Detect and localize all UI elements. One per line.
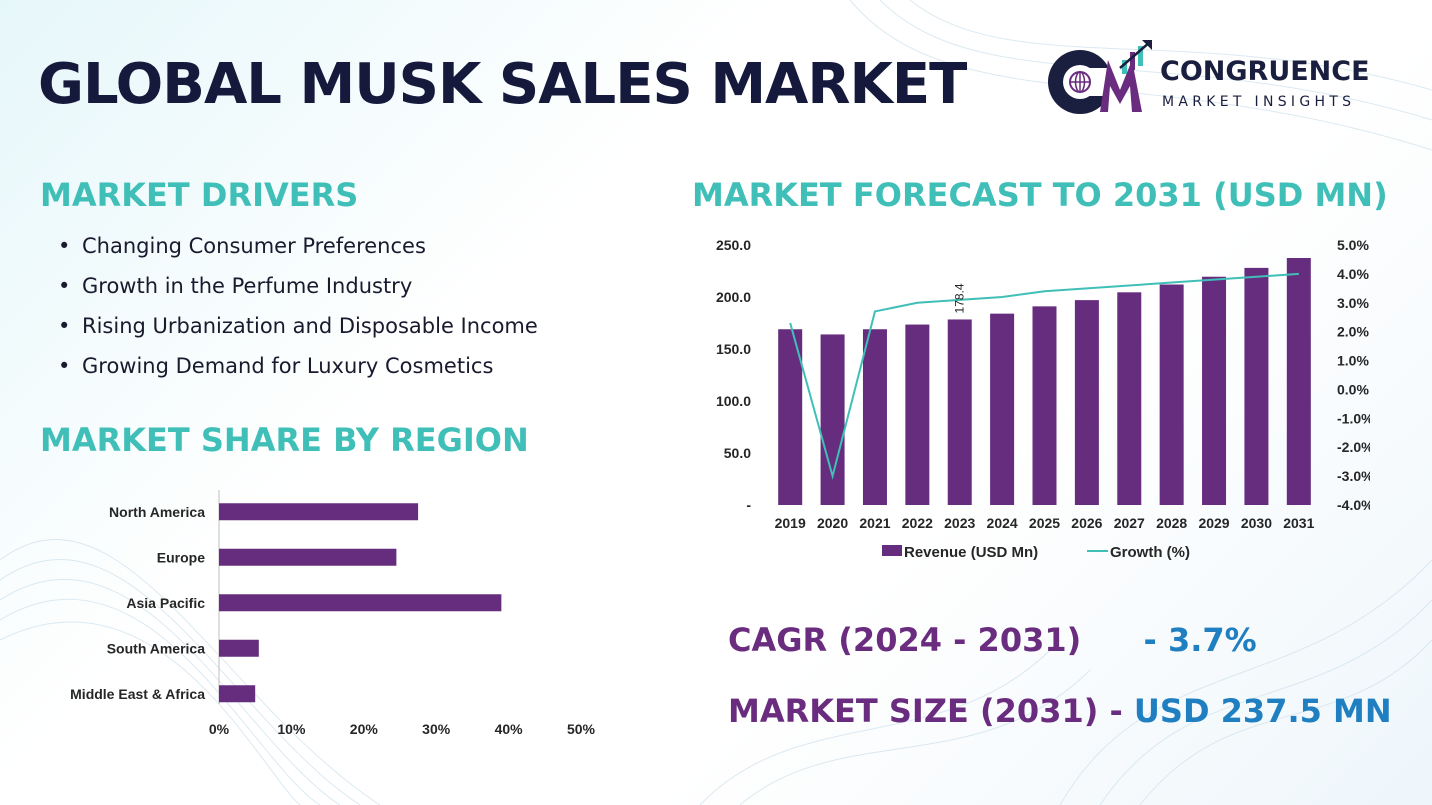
forecast-revenue-bar xyxy=(1074,300,1099,505)
forecast-year-label: 2020 xyxy=(817,515,848,531)
forecast-left-tick-label: - xyxy=(746,497,751,513)
forecast-revenue-bar xyxy=(990,313,1015,505)
forecast-revenue-bar xyxy=(862,329,887,505)
forecast-data-label: 178.4 xyxy=(953,283,967,313)
driver-text: Changing Consumer Preferences xyxy=(82,234,426,258)
forecast-year-label: 2026 xyxy=(1071,515,1102,531)
forecast-right-tick-label: -3.0% xyxy=(1337,468,1370,484)
forecast-growth-line xyxy=(789,272,1299,480)
bullet-icon: • xyxy=(58,354,71,378)
region-tick-label: 10% xyxy=(277,721,306,737)
forecast-right-tick-label: 0.0% xyxy=(1337,381,1369,397)
logo-mark-icon xyxy=(1048,40,1152,114)
forecast-year-label: 2019 xyxy=(775,515,806,531)
forecast-year-label: 2027 xyxy=(1114,515,1145,531)
bullet-icon: • xyxy=(58,274,71,298)
market-size-separator: - xyxy=(1098,692,1134,730)
forecast-year-label: 2022 xyxy=(902,515,933,531)
forecast-revenue-bar xyxy=(1117,292,1142,505)
bullet-icon: • xyxy=(58,314,71,338)
forecast-revenue-bar xyxy=(1286,258,1311,505)
list-item: • Rising Urbanization and Disposable Inco… xyxy=(58,310,538,350)
cagr-label: CAGR (2024 - 2031) xyxy=(728,621,1082,659)
region-bar xyxy=(219,639,259,657)
legend-revenue-swatch xyxy=(882,545,902,556)
list-item: • Growing Demand for Luxury Cosmetics xyxy=(58,350,538,390)
region-bar xyxy=(219,594,502,612)
page-title: GLOBAL MUSK SALES MARKET xyxy=(38,52,967,117)
forecast-left-tick-label: 100.0 xyxy=(716,393,751,409)
forecast-revenue-bar xyxy=(905,324,930,505)
cagr-stat: CAGR (2024 - 2031) - 3.7% xyxy=(728,621,1257,659)
cagr-value: - 3.7% xyxy=(1143,621,1257,659)
forecast-chart: - 50.0 100.0 150.0 200.0 250.0 -4.0% -3.0% -2.0%… xyxy=(716,237,1370,561)
region-category-label: North America xyxy=(109,504,205,520)
region-category-label: Europe xyxy=(157,549,205,565)
region-bar xyxy=(219,503,419,521)
forecast-revenue-bar xyxy=(1202,276,1227,505)
forecast-right-tick-label: -2.0% xyxy=(1337,439,1370,455)
drivers-list: • Changing Consumer Preferences • Growth i… xyxy=(58,230,538,390)
forecast-left-tick-label: 200.0 xyxy=(716,289,751,305)
forecast-left-tick-label: 250.0 xyxy=(716,237,751,253)
driver-text: Growth in the Perfume Industry xyxy=(82,274,413,298)
forecast-year-label: 2029 xyxy=(1198,515,1229,531)
forecast-right-tick-label: -4.0% xyxy=(1337,497,1370,513)
region-category-label: South America xyxy=(107,640,205,656)
forecast-year-label: 2031 xyxy=(1283,515,1314,531)
forecast-right-tick-label: 3.0% xyxy=(1337,295,1369,311)
forecast-year-label: 2030 xyxy=(1241,515,1272,531)
list-item: • Changing Consumer Preferences xyxy=(58,230,538,270)
forecast-revenue-bar xyxy=(778,329,803,505)
forecast-revenue-bar xyxy=(947,319,972,505)
list-item: • Growth in the Perfume Industry xyxy=(58,270,538,310)
market-size-label: MARKET SIZE (2031) xyxy=(728,692,1099,730)
brand-tagline: MARKET INSIGHTS xyxy=(1162,94,1356,110)
region-tick-label: 40% xyxy=(495,721,524,737)
forecast-year-label: 2025 xyxy=(1029,515,1060,531)
forecast-right-tick-label: 2.0% xyxy=(1337,324,1369,340)
forecast-year-label: 2021 xyxy=(859,515,890,531)
bullet-icon: • xyxy=(58,234,71,258)
forecast-year-label: 2028 xyxy=(1156,515,1187,531)
forecast-right-tick-label: 4.0% xyxy=(1337,266,1369,282)
market-size-stat: MARKET SIZE (2031) - USD 237.5 MN xyxy=(728,692,1392,730)
brand-logo: CONGRUENCE MARKET INSIGHTS xyxy=(1042,38,1402,118)
driver-text: Growing Demand for Luxury Cosmetics xyxy=(82,354,494,378)
driver-text: Rising Urbanization and Disposable Incom… xyxy=(82,314,538,338)
region-bar xyxy=(219,548,397,566)
forecast-left-tick-label: 50.0 xyxy=(724,445,751,461)
legend-growth-label: Growth (%) xyxy=(1110,544,1190,561)
legend-revenue-label: Revenue (USD Mn) xyxy=(904,544,1038,561)
region-category-label: Asia Pacific xyxy=(126,595,205,611)
forecast-heading: MARKET FORECAST TO 2031 (USD MN) xyxy=(692,176,1388,214)
region-tick-label: 20% xyxy=(350,721,379,737)
brand-name: CONGRUENCE xyxy=(1160,56,1370,87)
region-category-label: Middle East & Africa xyxy=(70,686,205,702)
forecast-revenue-bar xyxy=(1244,267,1269,505)
forecast-right-tick-label: 1.0% xyxy=(1337,353,1369,369)
forecast-revenue-bar xyxy=(1032,306,1057,505)
forecast-year-label: 2023 xyxy=(944,515,975,531)
region-tick-label: 30% xyxy=(422,721,451,737)
forecast-right-tick-label: -1.0% xyxy=(1337,410,1370,426)
market-size-value: USD 237.5 MN xyxy=(1133,692,1392,730)
forecast-left-tick-label: 150.0 xyxy=(716,341,751,357)
region-bar xyxy=(219,685,256,703)
forecast-right-tick-label: 5.0% xyxy=(1337,237,1369,253)
forecast-revenue-bar xyxy=(1159,284,1184,505)
region-tick-label: 0% xyxy=(209,721,230,737)
forecast-year-label: 2024 xyxy=(987,515,1018,531)
region-heading: MARKET SHARE BY REGION xyxy=(40,421,529,459)
region-tick-label: 50% xyxy=(567,721,596,737)
region-share-chart: North America Europe Asia Pacific South Ame… xyxy=(70,490,596,737)
drivers-heading: MARKET DRIVERS xyxy=(40,176,359,214)
